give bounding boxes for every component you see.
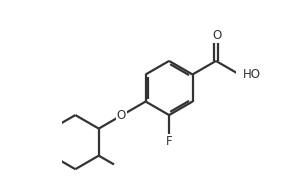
Text: HO: HO xyxy=(243,68,260,81)
Text: F: F xyxy=(166,135,172,148)
Text: O: O xyxy=(212,29,221,42)
Text: O: O xyxy=(117,109,126,122)
